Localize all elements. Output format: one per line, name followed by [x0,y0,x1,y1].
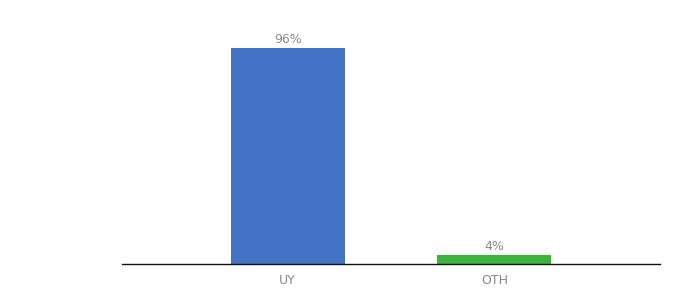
Bar [231,48,345,264]
Text: 4%: 4% [484,240,505,253]
Bar [437,255,551,264]
Text: 96%: 96% [274,33,301,46]
